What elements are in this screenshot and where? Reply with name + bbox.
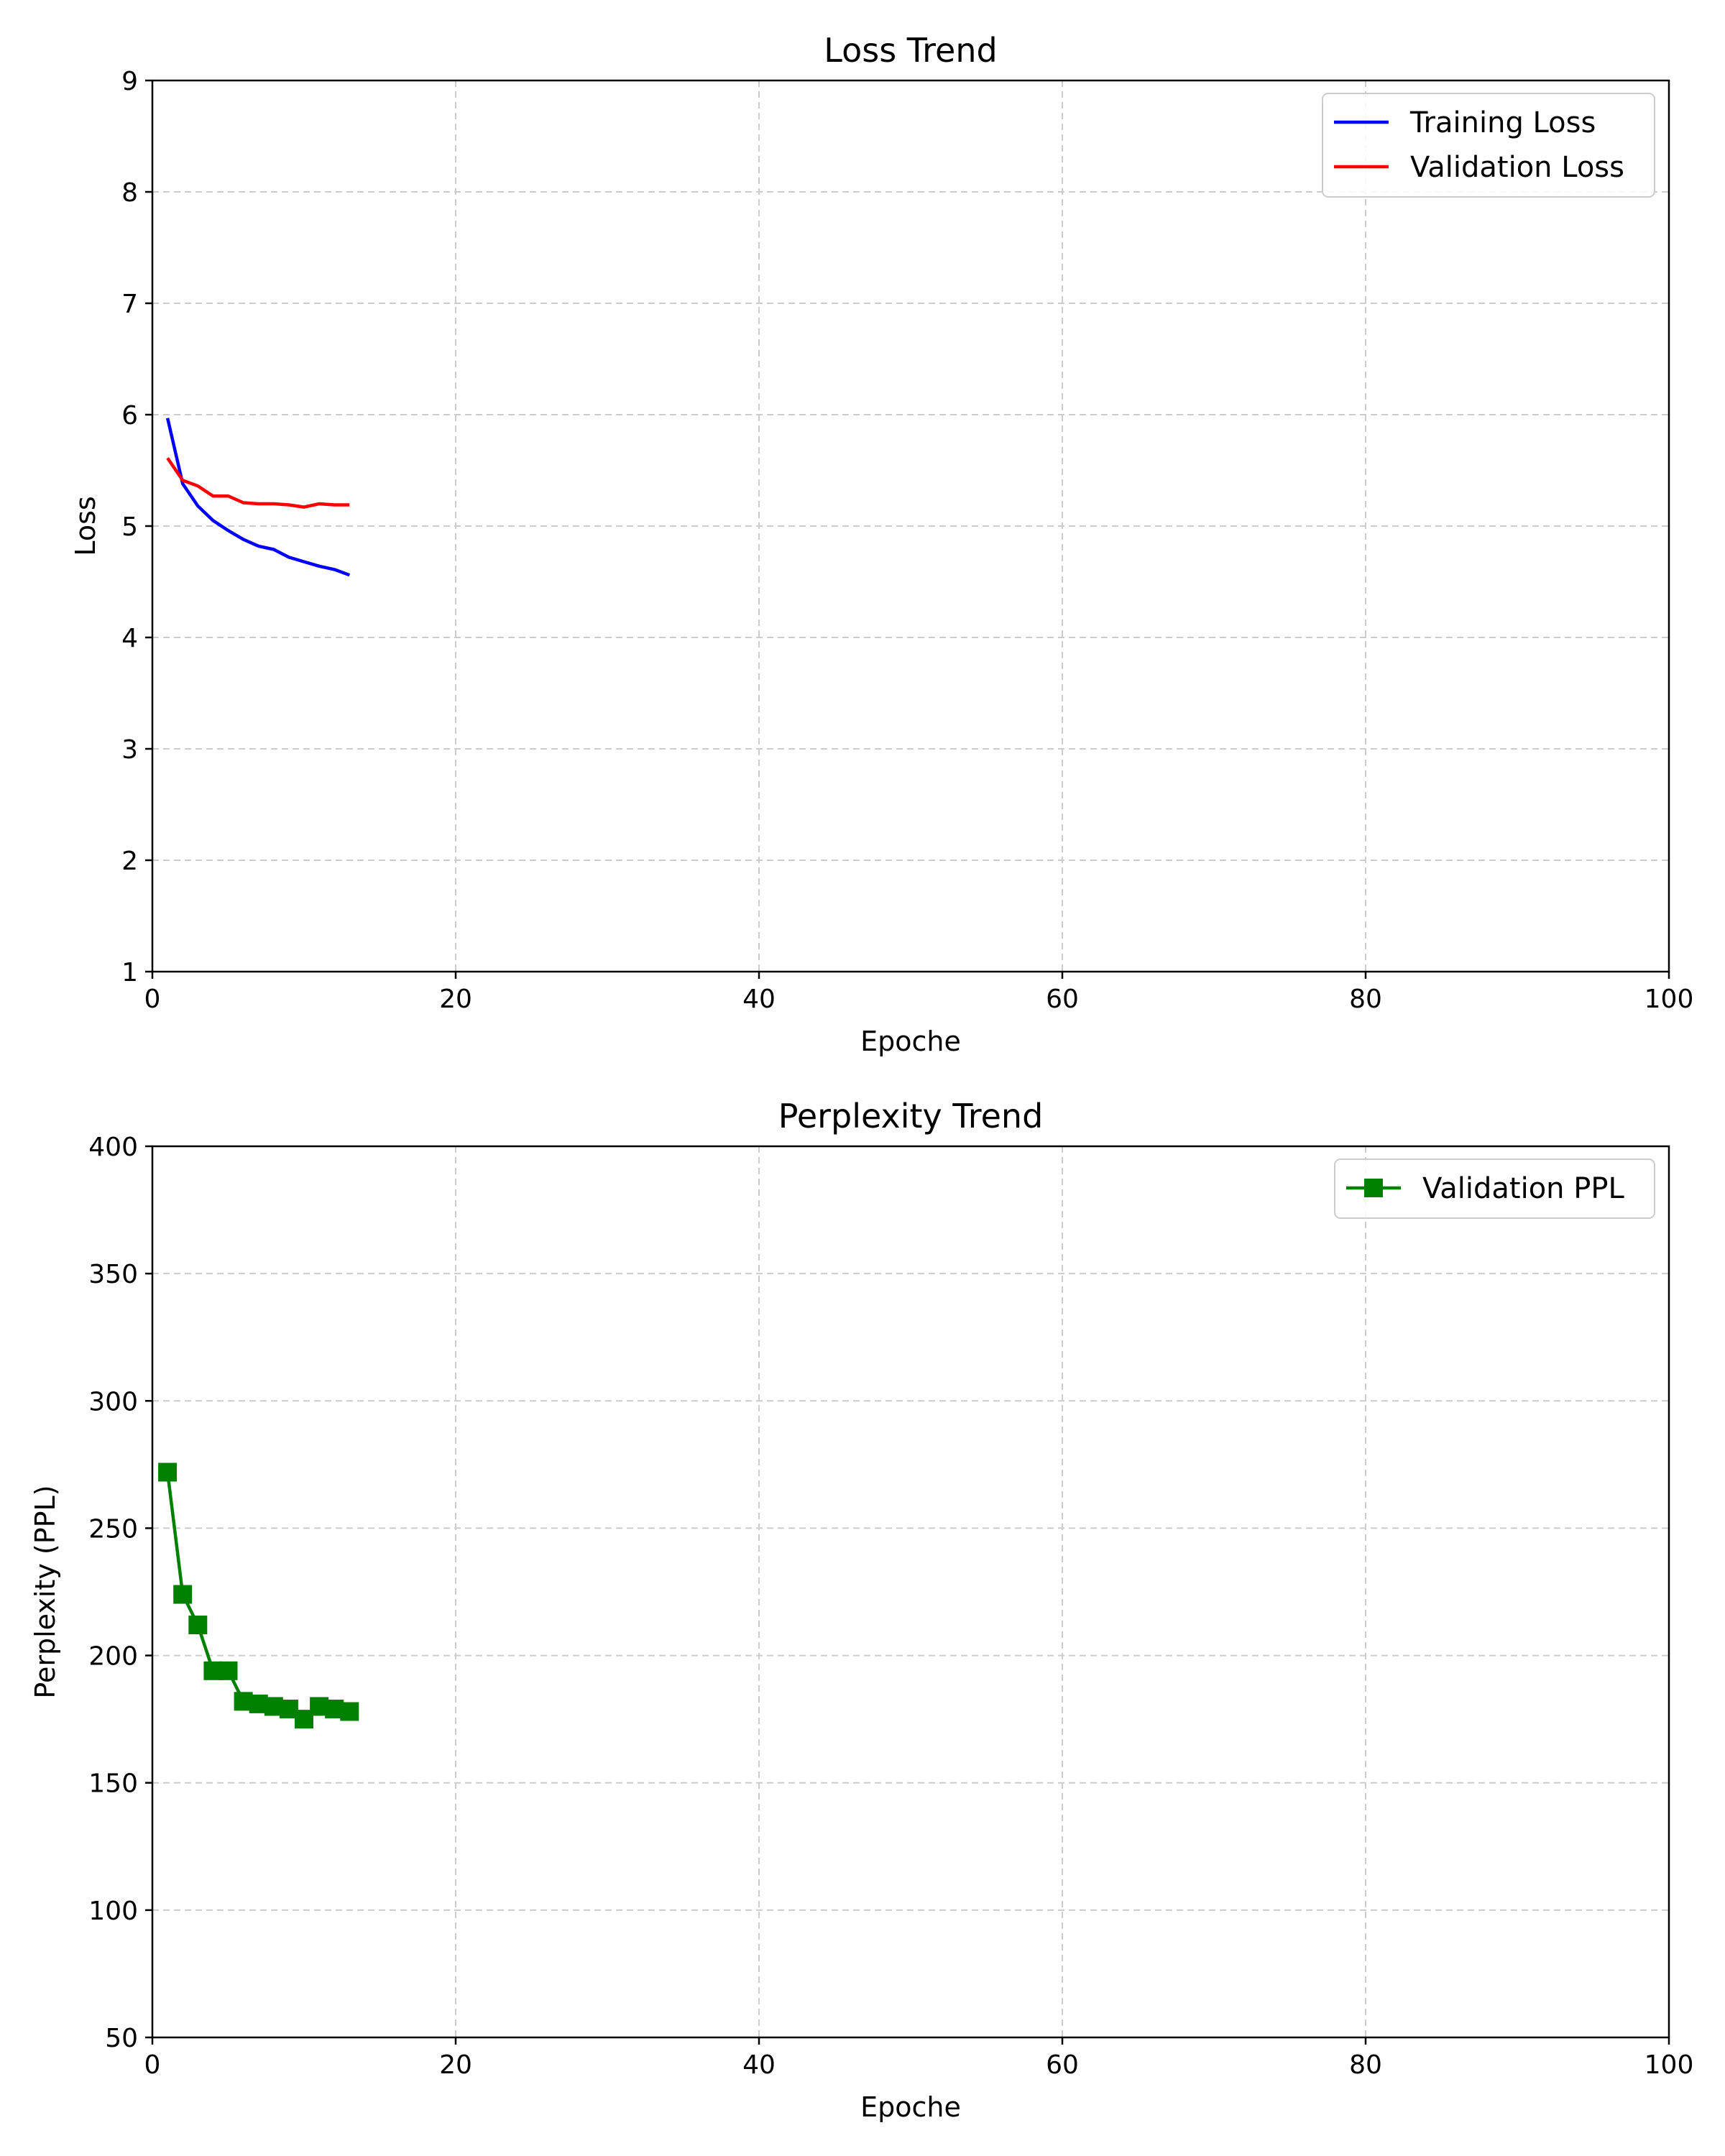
y-axis-label: Loss bbox=[70, 496, 101, 556]
y-tick-label: 350 bbox=[88, 1260, 138, 1289]
x-tick-label: 80 bbox=[1349, 985, 1382, 1014]
data-point bbox=[340, 1702, 359, 1721]
y-tick-label: 1 bbox=[121, 958, 138, 987]
x-tick-label: 0 bbox=[144, 2050, 161, 2080]
legend-label: Validation PPL bbox=[1422, 1172, 1624, 1205]
legend-label: Validation Loss bbox=[1410, 151, 1624, 184]
data-point bbox=[188, 1616, 208, 1635]
legend-marker bbox=[1364, 1179, 1383, 1197]
x-tick-label: 40 bbox=[742, 985, 776, 1014]
grid bbox=[152, 1146, 1670, 2038]
plot-frame bbox=[151, 79, 1670, 973]
data-point bbox=[173, 1585, 193, 1604]
series-line bbox=[165, 418, 351, 577]
x-axis-label: Epoche bbox=[860, 2091, 961, 2123]
series-line bbox=[166, 457, 350, 509]
y-tick-label: 250 bbox=[88, 1514, 138, 1544]
y-tick-label: 50 bbox=[105, 2024, 138, 2053]
legend: Training Loss Validation Loss bbox=[1322, 93, 1655, 198]
plot-frame bbox=[151, 1145, 1670, 2039]
legend-entry: Training Loss bbox=[1334, 106, 1596, 139]
series-validation-loss bbox=[166, 457, 350, 509]
y-tick-label: 8 bbox=[121, 178, 138, 208]
y-tick-label: 4 bbox=[121, 624, 138, 653]
data-point bbox=[218, 1661, 238, 1680]
y-tick-label: 5 bbox=[121, 512, 138, 542]
legend: Validation PPL bbox=[1334, 1158, 1655, 1219]
legend-label: Training Loss bbox=[1409, 106, 1596, 139]
y-axis: 1 2 3 4 5 6 7 8 9 bbox=[121, 67, 152, 987]
grid bbox=[152, 80, 1670, 972]
legend-box bbox=[1334, 1158, 1655, 1219]
legend-entry: Validation PPL bbox=[1346, 1172, 1624, 1205]
x-tick-label: 60 bbox=[1046, 2050, 1079, 2080]
x-axis: 0 20 40 60 80 100 bbox=[144, 972, 1694, 1014]
x-tick-label: 40 bbox=[742, 2050, 776, 2080]
y-tick-label: 2 bbox=[121, 847, 138, 876]
legend-entry: Validation Loss bbox=[1334, 151, 1624, 184]
x-tick-label: 60 bbox=[1046, 985, 1079, 1014]
y-tick-label: 150 bbox=[88, 1769, 138, 1799]
series-training-loss bbox=[165, 418, 351, 577]
y-tick-label: 100 bbox=[88, 1897, 138, 1926]
y-tick-label: 9 bbox=[121, 67, 138, 96]
y-tick-label: 300 bbox=[88, 1387, 138, 1416]
y-tick-label: 3 bbox=[121, 735, 138, 765]
chart-title: Perplexity Trend bbox=[778, 1097, 1044, 1135]
x-tick-label: 100 bbox=[1644, 2050, 1694, 2080]
x-tick-label: 80 bbox=[1349, 2050, 1382, 2080]
series-validation-ppl bbox=[158, 1462, 359, 1729]
x-axis-label: Epoche bbox=[860, 1026, 961, 1057]
x-tick-label: 20 bbox=[439, 2050, 472, 2080]
x-tick-label: 20 bbox=[439, 985, 472, 1014]
y-axis: 50 100 150 200 250 300 350 400 bbox=[88, 1133, 152, 2053]
y-tick-label: 7 bbox=[121, 290, 138, 319]
x-tick-label: 100 bbox=[1644, 985, 1694, 1014]
legend-box bbox=[1322, 93, 1655, 198]
series-line bbox=[165, 1472, 350, 1721]
data-point bbox=[158, 1462, 178, 1482]
y-axis-label: Perplexity (PPL) bbox=[29, 1485, 61, 1698]
chart-panel-2: 0 20 40 60 80 100 50 100 150 200 250 300 350 400 Perpl… bbox=[29, 1097, 1693, 2123]
x-tick-label: 0 bbox=[144, 985, 161, 1014]
y-tick-label: 6 bbox=[121, 401, 138, 430]
x-axis: 0 20 40 60 80 100 bbox=[144, 2037, 1694, 2080]
y-tick-label: 400 bbox=[88, 1133, 138, 1162]
y-tick-label: 200 bbox=[88, 1642, 138, 1672]
chart-panel-1: 0 20 40 60 80 100 1 2 3 4 5 6 7 8 9 Loss Trend Epoche Los… bbox=[70, 31, 1693, 1057]
chart-title: Loss Trend bbox=[824, 31, 997, 70]
